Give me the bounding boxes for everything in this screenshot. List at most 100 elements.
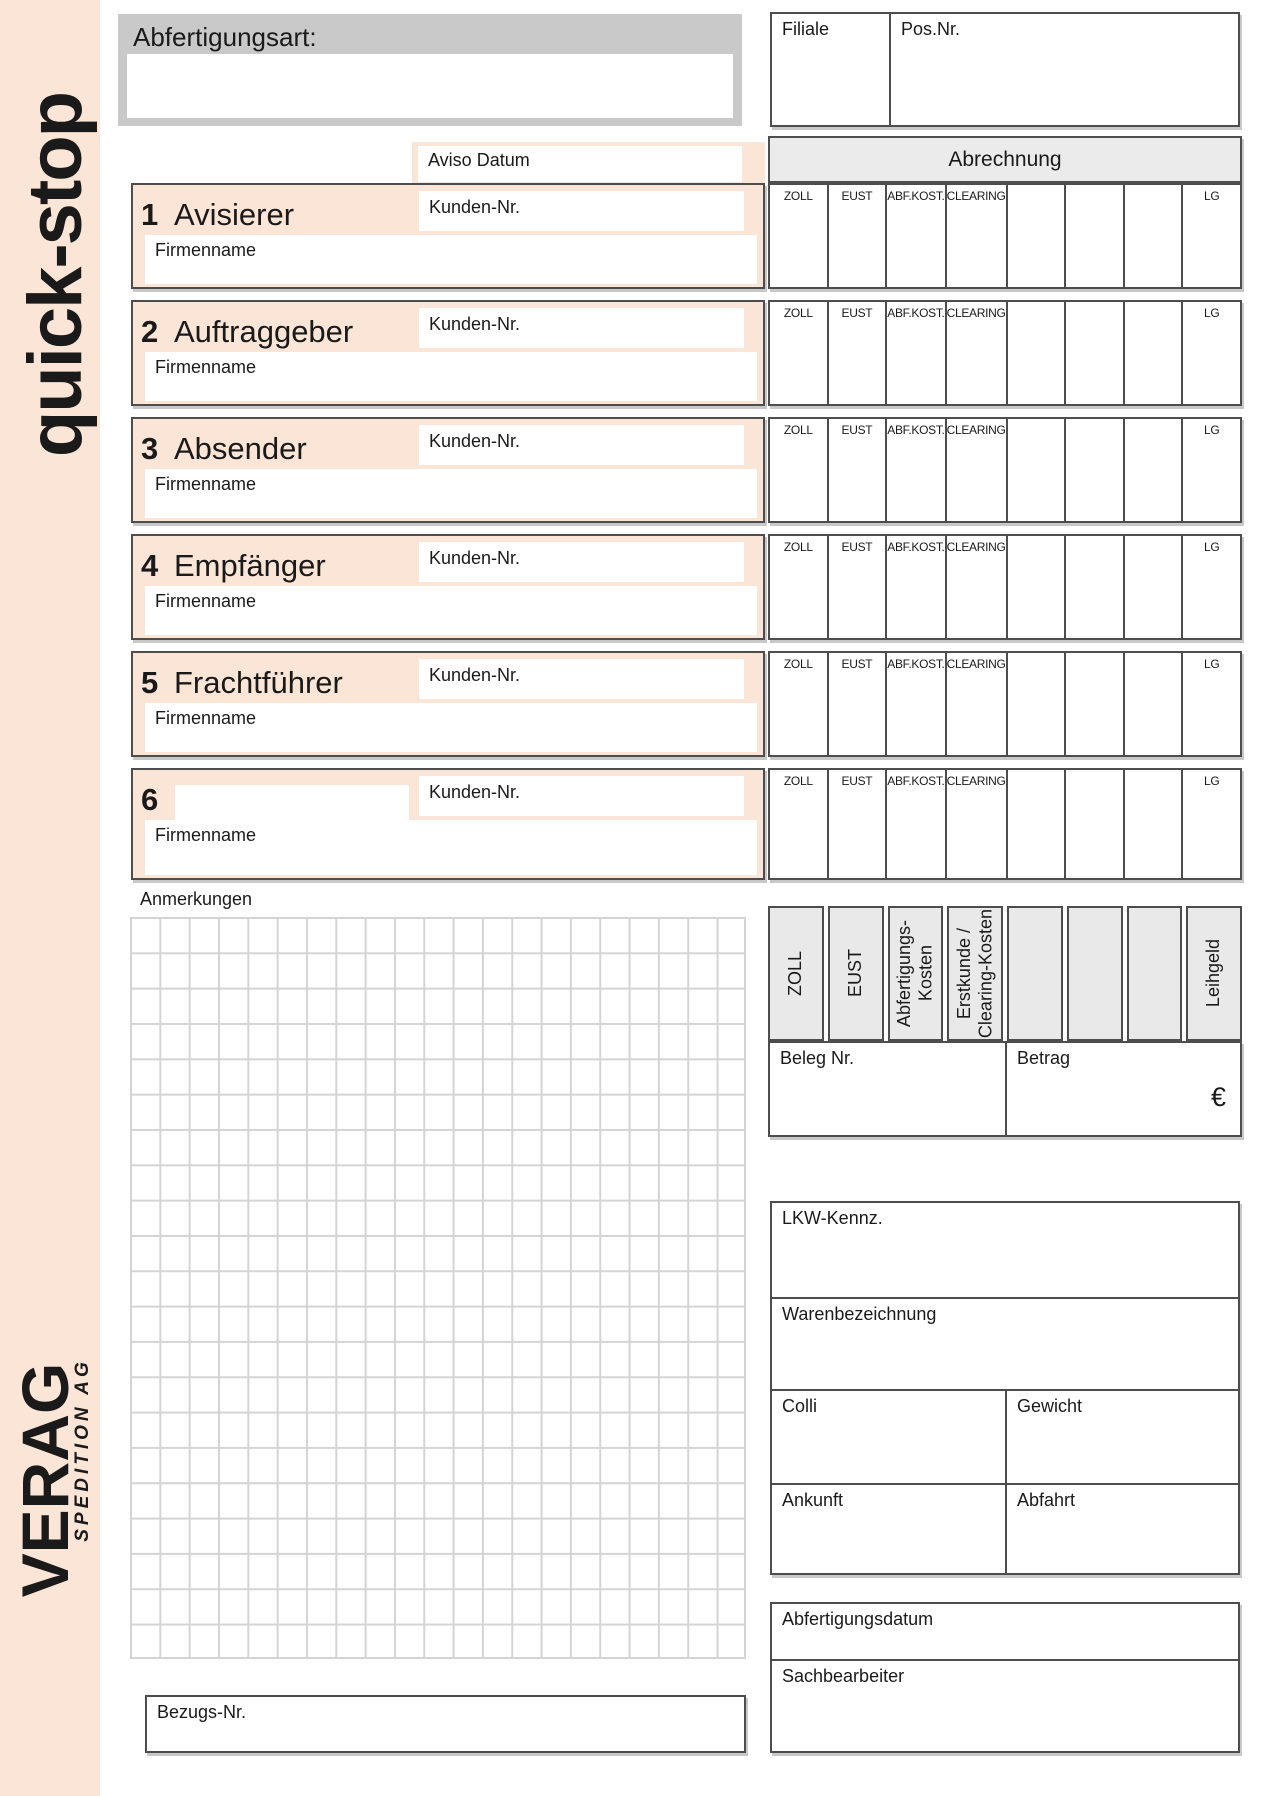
abrechnung-cell[interactable] (1008, 536, 1067, 638)
abrechnung-cell-header: LG (1204, 423, 1220, 437)
abrechnung-cell[interactable] (1066, 653, 1125, 755)
abrechnung-row: ZOLL EUST ABF.KOST. CLEARING LG (768, 300, 1242, 406)
abrechnung-cell-header (1125, 536, 1182, 540)
abrechnung-cell[interactable] (1066, 185, 1125, 287)
abrechnung-cell[interactable]: LG (1183, 302, 1240, 404)
firmenname-field[interactable]: Firmenname (145, 820, 757, 875)
abrechnung-cell[interactable]: CLEARING (947, 770, 1008, 878)
section-label: Absender (174, 431, 307, 466)
party-section: 1 Avisierer Kunden-Nr. Firmenname (131, 183, 765, 289)
rotated-column-label: ZOLL (785, 950, 806, 997)
abrechnung-cell-header: EUST (841, 540, 873, 554)
firmenname-field[interactable]: Firmenname (145, 352, 757, 401)
bezugs-nr-box[interactable]: Bezugs-Nr. (145, 1695, 746, 1753)
abrechnung-cell[interactable] (1066, 302, 1125, 404)
abrechnung-cell[interactable]: EUST (829, 302, 888, 404)
abrechnung-cell[interactable]: LG (1183, 770, 1240, 878)
gewicht-field[interactable]: Gewicht (1007, 1391, 1238, 1483)
abrechnung-row: ZOLL EUST ABF.KOST. CLEARING LG (768, 651, 1242, 757)
abrechnung-cell-header: EUST (841, 657, 873, 671)
abrechnung-cell[interactable]: EUST (829, 536, 888, 638)
abrechnung-cell-header: ABF.KOST. (887, 306, 945, 320)
abrechnung-cell[interactable] (1008, 185, 1067, 287)
abfahrt-label: Abfahrt (1017, 1490, 1076, 1510)
abrechnung-cell[interactable]: EUST (829, 185, 888, 287)
abrechnung-cell[interactable] (1008, 653, 1067, 755)
abrechnung-cell-header: ABF.KOST. (887, 540, 945, 554)
rotated-column-label-cell: ZOLL (768, 906, 824, 1041)
abrechnung-cell[interactable] (1066, 419, 1125, 521)
abrechnung-cell[interactable]: ZOLL (770, 653, 829, 755)
abfahrt-field[interactable]: Abfahrt (1007, 1485, 1238, 1573)
abrechnung-cell[interactable] (1008, 302, 1067, 404)
abrechnung-cell[interactable] (1066, 770, 1125, 878)
abrechnung-cell[interactable]: LG (1183, 653, 1240, 755)
abrechnung-cell[interactable]: EUST (829, 653, 888, 755)
colli-field[interactable]: Colli (772, 1391, 1007, 1483)
pos-nr-field[interactable]: Pos.Nr. (891, 14, 1238, 125)
abfertigungsart-input[interactable] (127, 54, 733, 118)
abrechnung-cell[interactable] (1066, 536, 1125, 638)
abrechnung-cell[interactable]: ZOLL (770, 419, 829, 521)
filiale-field[interactable]: Filiale (772, 14, 891, 125)
abrechnung-cell[interactable]: EUST (829, 770, 888, 878)
abrechnung-cell[interactable]: ABF.KOST. (887, 185, 947, 287)
abrechnung-cell[interactable] (1008, 770, 1067, 878)
beleg-nr-field[interactable]: Beleg Nr. (770, 1043, 1007, 1135)
abfertigungsdatum-field[interactable]: Abfertigungsdatum (772, 1604, 1238, 1659)
betrag-field[interactable]: Betrag € (1007, 1043, 1240, 1135)
abrechnung-cell[interactable]: LG (1183, 419, 1240, 521)
rotated-column-label-cell: EUST (827, 906, 884, 1041)
sachbearbeiter-field[interactable]: Sachbearbeiter (772, 1659, 1238, 1751)
kunden-nr-field[interactable]: Kunden-Nr. (419, 191, 744, 231)
rotated-column-label-cell (1126, 906, 1183, 1041)
abrechnung-cell[interactable]: EUST (829, 419, 888, 521)
abrechnung-cell-header: ABF.KOST. (887, 423, 945, 437)
abrechnung-cell[interactable] (1125, 302, 1184, 404)
abrechnung-cell[interactable]: ABF.KOST. (887, 302, 947, 404)
firmenname-field[interactable]: Firmenname (145, 586, 757, 635)
abrechnung-cell[interactable]: LG (1183, 185, 1240, 287)
abrechnung-cell[interactable] (1125, 419, 1184, 521)
abrechnung-cell[interactable]: ZOLL (770, 536, 829, 638)
abrechnung-cell-header: CLEARING (946, 189, 1006, 203)
abrechnung-cell[interactable] (1125, 653, 1184, 755)
abrechnung-cell[interactable]: CLEARING (947, 185, 1008, 287)
abrechnung-cell[interactable]: ABF.KOST. (887, 770, 947, 878)
section-number: 2 (141, 314, 159, 349)
firmenname-field[interactable]: Firmenname (145, 469, 757, 518)
abrechnung-cell[interactable]: ZOLL (770, 302, 829, 404)
abrechnung-cell[interactable] (1125, 536, 1184, 638)
euro-sign: € (1210, 1082, 1226, 1112)
abrechnung-cell[interactable] (1125, 770, 1184, 878)
abrechnung-cell[interactable] (1125, 185, 1184, 287)
party-name-input[interactable] (175, 785, 409, 820)
firmenname-field[interactable]: Firmenname (145, 235, 757, 284)
kunden-nr-label: Kunden-Nr. (429, 665, 521, 685)
anmerkungen-grid[interactable] (130, 917, 746, 1659)
lkw-kennz-field[interactable]: LKW-Kennz. (772, 1203, 1238, 1297)
ankunft-field[interactable]: Ankunft (772, 1485, 1007, 1573)
kunden-nr-field[interactable]: Kunden-Nr. (419, 659, 744, 699)
kunden-nr-field[interactable]: Kunden-Nr. (419, 308, 744, 348)
abrechnung-cell[interactable] (1008, 419, 1067, 521)
kunden-nr-field[interactable]: Kunden-Nr. (419, 776, 744, 816)
kunden-nr-field[interactable]: Kunden-Nr. (419, 542, 744, 582)
aviso-datum-field[interactable]: Aviso Datum (418, 146, 742, 182)
abrechnung-cell[interactable]: CLEARING (947, 653, 1008, 755)
abrechnung-cell[interactable]: CLEARING (947, 536, 1008, 638)
abrechnung-cell[interactable]: CLEARING (947, 419, 1008, 521)
kunden-nr-field[interactable]: Kunden-Nr. (419, 425, 744, 465)
abrechnung-cell[interactable]: ABF.KOST. (887, 536, 947, 638)
warenbezeichnung-label: Warenbezeichnung (782, 1304, 937, 1324)
firmenname-label: Firmenname (155, 708, 257, 728)
warenbezeichnung-field[interactable]: Warenbezeichnung (772, 1297, 1238, 1389)
abrechnung-cell[interactable]: ZOLL (770, 185, 829, 287)
abrechnung-cell[interactable]: LG (1183, 536, 1240, 638)
abrechnung-cell-header: ZOLL (783, 774, 813, 788)
abrechnung-cell[interactable]: ZOLL (770, 770, 829, 878)
firmenname-field[interactable]: Firmenname (145, 703, 757, 752)
abrechnung-cell[interactable]: ABF.KOST. (887, 419, 947, 521)
abrechnung-cell[interactable]: ABF.KOST. (887, 653, 947, 755)
abrechnung-cell[interactable]: CLEARING (947, 302, 1008, 404)
